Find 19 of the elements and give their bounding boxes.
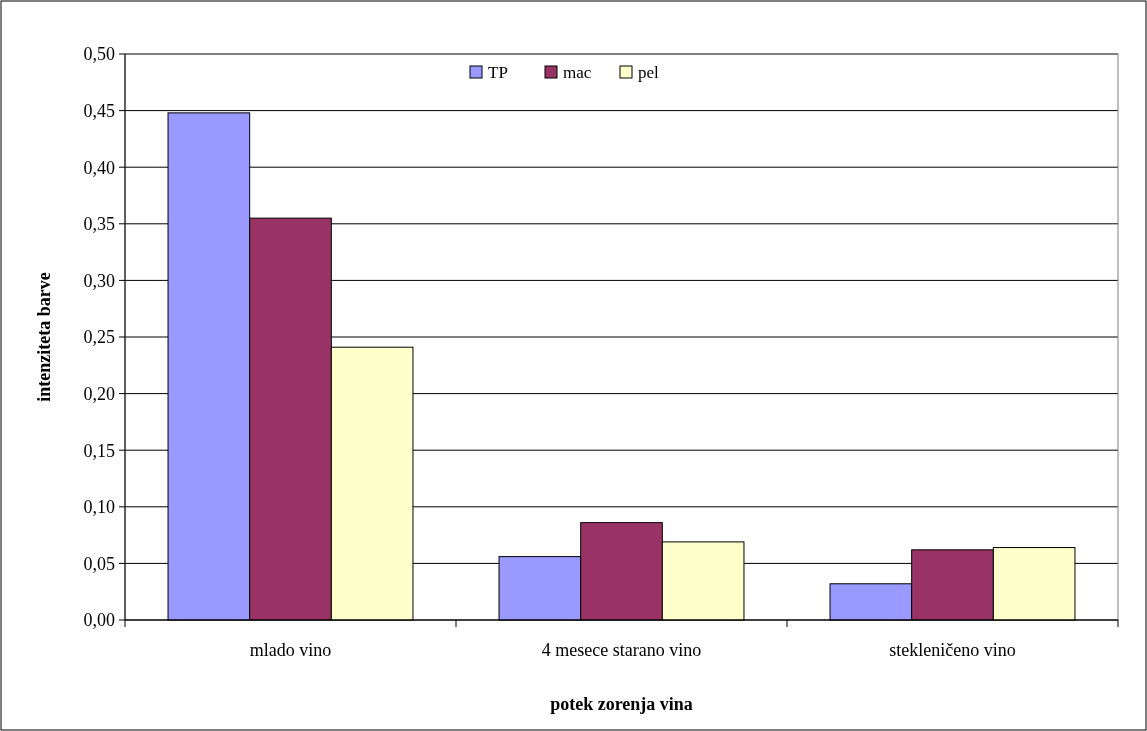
y-tick-label: 0,05 xyxy=(83,553,115,574)
y-tick-label: 0,10 xyxy=(83,497,115,518)
y-tick-label: 0,45 xyxy=(83,100,115,121)
y-tick-label: 0,35 xyxy=(83,214,115,235)
legend-label: mac xyxy=(563,62,592,82)
y-tick-label: 0,25 xyxy=(83,327,115,348)
y-tick-label: 0,00 xyxy=(83,610,115,631)
y-tick-label: 0,30 xyxy=(83,270,115,291)
y-tick-label: 0,50 xyxy=(83,44,115,65)
y-tick-label: 0,40 xyxy=(83,157,115,178)
y-tick-label: 0,15 xyxy=(83,440,115,461)
y-axis-title: intenziteta barve xyxy=(34,272,54,402)
x-tick-label: mlado vino xyxy=(249,640,332,660)
y-tick-label: 0,20 xyxy=(83,383,115,404)
legend-label: pel xyxy=(638,62,660,82)
x-tick-label: 4 mesece starano vino xyxy=(541,640,702,660)
x-axis-title: potek zorenja vina xyxy=(550,694,693,714)
legend-label: TP xyxy=(488,62,508,82)
x-tick-label: stekleničeno vino xyxy=(889,640,1016,660)
